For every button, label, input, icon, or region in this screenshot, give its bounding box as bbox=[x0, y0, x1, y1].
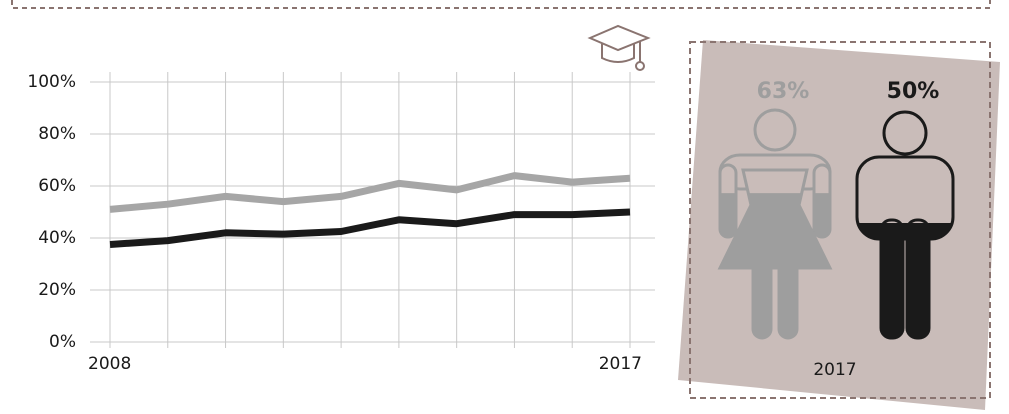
cap-icon bbox=[587, 24, 651, 71]
series-line bbox=[109, 172, 631, 213]
figure-fill bbox=[720, 193, 830, 338]
x-tick-label: 2008 bbox=[88, 354, 131, 374]
figure-fill bbox=[857, 223, 953, 338]
figure-part bbox=[753, 255, 771, 338]
panel-label: 2017 bbox=[813, 360, 856, 380]
figure-part bbox=[814, 193, 830, 237]
figure-part bbox=[881, 223, 903, 338]
y-tick-label: 80% bbox=[38, 124, 76, 144]
figure-part bbox=[779, 255, 797, 338]
figure-part bbox=[882, 110, 928, 156]
y-tick-label: 20% bbox=[38, 280, 76, 300]
figure-part bbox=[720, 193, 736, 237]
y-tick-label: 60% bbox=[38, 176, 76, 196]
y-tick-label: 40% bbox=[38, 228, 76, 248]
x-tick-label: 2017 bbox=[599, 354, 642, 374]
series-line bbox=[109, 208, 631, 248]
figure-part bbox=[753, 108, 797, 152]
frame-top bbox=[11, 0, 991, 9]
figure-part bbox=[720, 193, 830, 268]
value-label: 50% bbox=[887, 79, 940, 104]
figure-part bbox=[907, 223, 929, 338]
y-tick-label: 100% bbox=[27, 72, 76, 92]
y-tick-label: 0% bbox=[49, 332, 76, 352]
value-label: 63% bbox=[757, 79, 810, 104]
panel-frame bbox=[689, 41, 991, 399]
